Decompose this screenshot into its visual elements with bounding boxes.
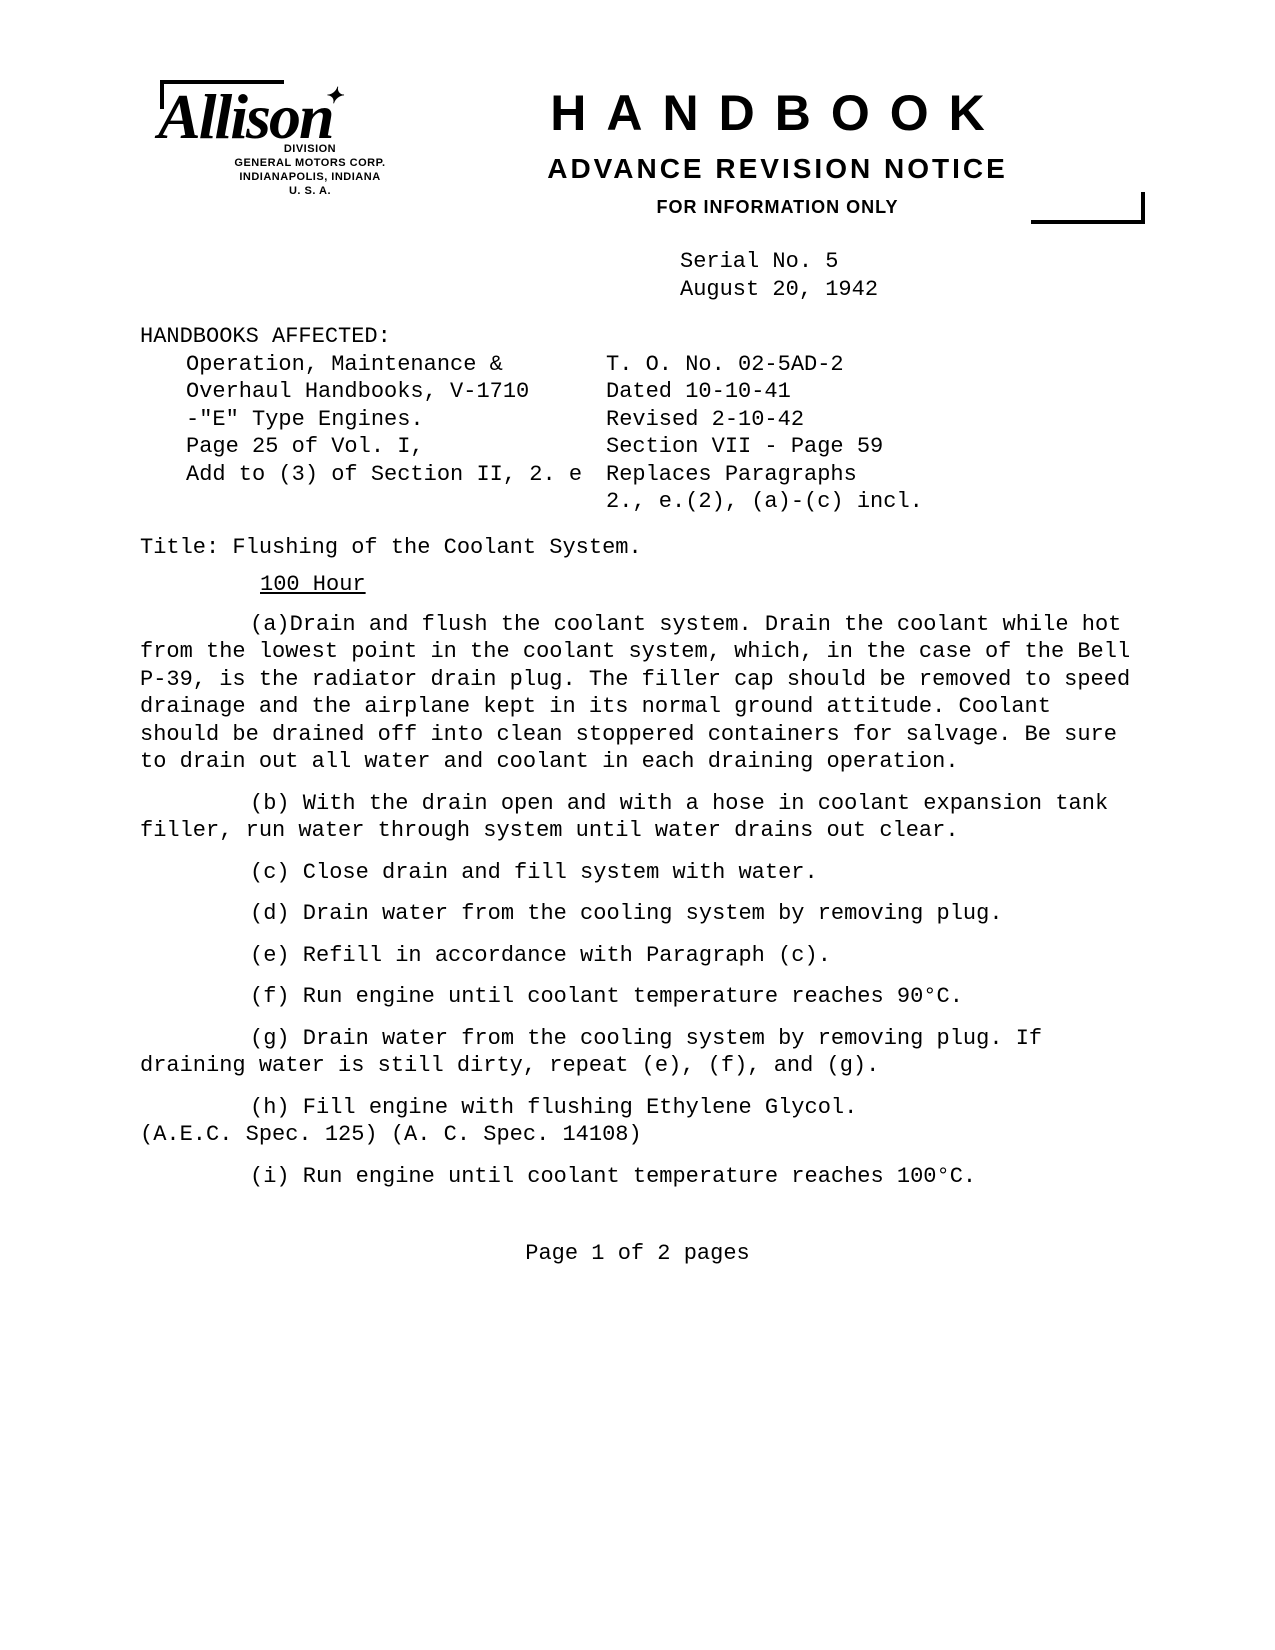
title-corner-bot (1031, 192, 1145, 224)
logo-line3: INDIANAPOLIS, INDIANA (200, 170, 420, 184)
para-g: (g) Drain water from the cooling system … (140, 1025, 1135, 1080)
para-f: (f) Run engine until coolant temperature… (140, 983, 1135, 1011)
para-h2: (A.E.C. Spec. 125) (A. C. Spec. 14108) (140, 1121, 1135, 1149)
affected-r4: Section VII - Page 59 (606, 433, 1135, 461)
logo-line2: GENERAL MOTORS CORP. (200, 156, 420, 170)
document-title: Title: Flushing of the Coolant System. (140, 534, 1135, 562)
hour-heading: 100 Hour (260, 571, 1135, 599)
logo-line4: U. S. A. (200, 184, 420, 198)
affected-r6: 2., e.(2), (a)-(c) incl. (606, 488, 1135, 516)
document-page: Allison✦ DIVISION GENERAL MOTORS CORP. I… (0, 0, 1275, 1650)
serial-date: August 20, 1942 (680, 276, 1135, 304)
serial-block: Serial No. 5 August 20, 1942 (680, 248, 1135, 303)
affected-r3: Revised 2-10-42 (606, 406, 1135, 434)
affected-columns: Operation, Maintenance & Overhaul Handbo… (140, 351, 1135, 516)
affected-right-col: T. O. No. 02-5AD-2 Dated 10-10-41 Revise… (606, 351, 1135, 516)
para-b: (b) With the drain open and with a hose … (140, 790, 1135, 845)
page-footer: Page 1 of 2 pages (140, 1240, 1135, 1268)
affected-l3: -"E" Type Engines. (186, 406, 606, 434)
affected-l5: Add to (3) of Section II, 2. e (186, 461, 606, 489)
serial-number: Serial No. 5 (680, 248, 1135, 276)
para-i: (i) Run engine until coolant temperature… (140, 1163, 1135, 1191)
handbooks-affected: HANDBOOKS AFFECTED: Operation, Maintenan… (140, 323, 1135, 516)
affected-l1: Operation, Maintenance & (186, 351, 606, 379)
title-advance-revision: ADVANCE REVISION NOTICE (420, 151, 1135, 186)
affected-r2: Dated 10-10-41 (606, 378, 1135, 406)
affected-r1: T. O. No. 02-5AD-2 (606, 351, 1135, 379)
affected-l2: Overhaul Handbooks, V-1710 (186, 378, 606, 406)
logo-corner-top (160, 80, 284, 109)
title-info-only: FOR INFORMATION ONLY (420, 196, 1135, 219)
para-a: (a)Drain and flush the coolant system. D… (140, 611, 1135, 776)
affected-l4: Page 25 of Vol. I, (186, 433, 606, 461)
affected-left-col: Operation, Maintenance & Overhaul Handbo… (140, 351, 606, 516)
para-e: (e) Refill in accordance with Paragraph … (140, 942, 1135, 970)
affected-heading: HANDBOOKS AFFECTED: (140, 323, 1135, 351)
para-c: (c) Close drain and fill system with wat… (140, 859, 1135, 887)
logo-star-icon: ✦ (325, 83, 341, 108)
header-row: Allison✦ DIVISION GENERAL MOTORS CORP. I… (140, 80, 1135, 218)
para-h: (h) Fill engine with flushing Ethylene G… (140, 1094, 1135, 1122)
title-handbook: HANDBOOK (420, 82, 1135, 145)
affected-r5: Replaces Paragraphs (606, 461, 1135, 489)
logo-block: Allison✦ DIVISION GENERAL MOTORS CORP. I… (140, 80, 420, 199)
title-block: HANDBOOK ADVANCE REVISION NOTICE FOR INF… (420, 80, 1135, 218)
para-d: (d) Drain water from the cooling system … (140, 900, 1135, 928)
